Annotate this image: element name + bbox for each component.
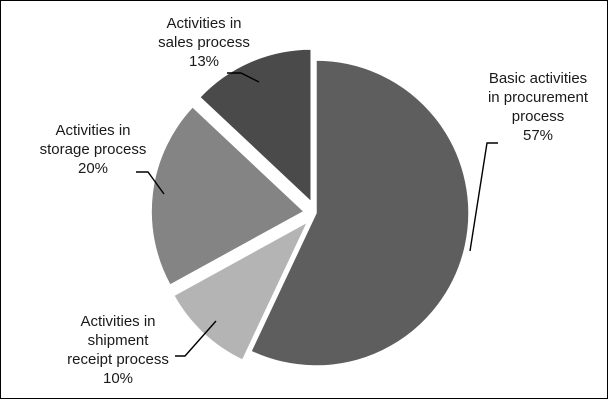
leader-line-4 [227,72,260,83]
leader-line-3 [136,171,165,195]
slice-label-4: Activities in sales process 13% [158,15,250,70]
leaders-layer [136,72,498,357]
leader-line-1 [469,142,498,252]
slice-label-line: receipt process [67,351,169,368]
slice-label-line: Activities in [55,122,130,139]
slice-label-line: Activities in [80,313,155,330]
slices-layer [150,48,470,367]
slice-label-line: Basic activities [489,70,587,87]
slice-label-line: shipment [88,332,150,349]
slice-percent: 13% [189,53,219,70]
slice-label-line: sales process [158,34,250,51]
pie-slice-3 [150,105,306,287]
slice-label-line: storage process [40,141,147,158]
slice-percent: 20% [78,160,108,177]
labels-layer: Basic activities in procurement process 57%… [40,15,589,387]
slice-percent: 57% [523,127,553,144]
slice-label-1: Basic activities in procurement process 57% [488,70,589,144]
slice-label-line: Activities in [166,15,241,32]
slice-label-line: in procurement [488,89,589,106]
slice-label-line: process [512,108,565,125]
slice-label-2: Activities in shipment receipt process 10% [67,313,169,387]
pie-slice-2 [172,219,310,362]
pie-slice-1 [249,59,470,367]
leader-line-2 [175,320,217,357]
slice-percent: 10% [103,370,133,387]
pie-slice-4 [198,48,312,204]
slice-label-3: Activities in storage process 20% [40,122,147,177]
